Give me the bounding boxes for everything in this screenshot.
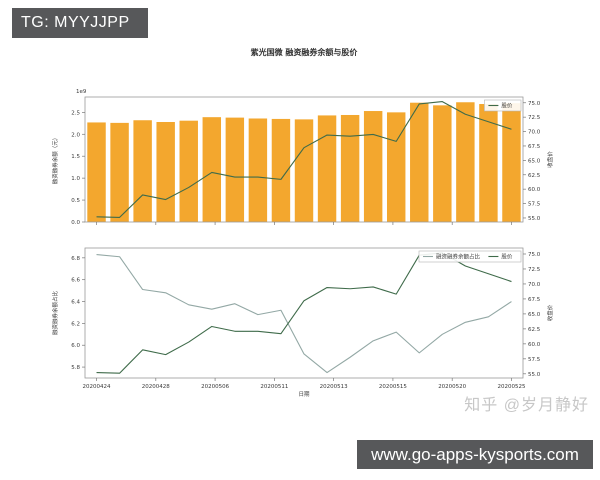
y-tick-label: 55.0 <box>528 372 541 378</box>
y-axis-right: 55.0 57.5 60.0 62.5 65.0 67.5 70.0 72.5 75.0 收盘价 <box>523 101 554 222</box>
y-tick-label: 67.5 <box>528 297 541 303</box>
telegram-banner: TG: MYYJJPP <box>12 8 148 38</box>
y-tick-label: 55.0 <box>528 216 541 222</box>
bar <box>363 111 383 222</box>
x-tick-label: 20200506 <box>201 384 229 390</box>
figure-title: 紫光国微 融资融券余额与股价 <box>250 48 358 57</box>
y-axis-left: 5.8 6.0 6.2 6.4 6.6 6.8 融资融券余额占比 <box>51 256 85 371</box>
x-tick-label: 20200525 <box>497 384 525 390</box>
y-axis-left: 0.0 0.5 1.0 1.5 2.0 2.5 1e9 融资融券余额（元） <box>51 89 87 226</box>
y-tick-label: 57.5 <box>528 357 541 363</box>
bar <box>271 118 291 222</box>
y-axis-label-left: 融资融券余额（元） <box>51 135 59 185</box>
x-tick-label: 20200428 <box>142 384 170 390</box>
bar <box>179 120 198 222</box>
y-tick-label: 60.0 <box>528 342 541 348</box>
y-axis-label-right: 收盘价 <box>546 304 554 321</box>
y-tick-label: 6.6 <box>71 278 80 284</box>
lines-group <box>96 252 512 374</box>
axis-offset-text: 1e9 <box>76 89 87 95</box>
y-tick-label: 72.5 <box>528 115 541 121</box>
bar <box>87 122 106 222</box>
y-tick-label: 70.0 <box>528 282 541 288</box>
x-tick-label: 20200520 <box>438 384 466 390</box>
top-chart: 0.0 0.5 1.0 1.5 2.0 2.5 1e9 融资融券余额（元） 55.0 57.5 60… <box>51 89 554 226</box>
series-line <box>96 254 512 374</box>
bar <box>479 104 498 222</box>
x-axis-label: 日期 <box>298 391 310 398</box>
bar <box>317 115 337 222</box>
y-tick-label: 67.5 <box>528 144 541 150</box>
bar <box>433 105 452 222</box>
x-tick-label: 20200515 <box>379 384 407 390</box>
bar <box>133 120 152 222</box>
bar <box>502 103 521 222</box>
y-tick-label: 6.8 <box>71 256 80 262</box>
bar <box>340 114 360 222</box>
y-axis-label-left: 融资融券余额占比 <box>51 291 59 336</box>
bar <box>202 117 222 222</box>
x-tick-label: 20200424 <box>83 384 111 390</box>
y-tick-label: 75.0 <box>528 252 541 258</box>
series-line <box>96 101 512 218</box>
y-tick-label: 0.0 <box>71 220 80 226</box>
bar <box>386 112 406 222</box>
bar <box>248 118 268 222</box>
y-tick-label: 0.5 <box>71 198 80 204</box>
y-tick-label: 62.5 <box>528 327 541 333</box>
legend-label: 融资融券余额占比 <box>436 253 481 261</box>
legend-label: 股价 <box>501 103 513 110</box>
lines-group <box>96 101 512 218</box>
bar <box>410 102 429 222</box>
bars-group <box>87 102 521 222</box>
axes-frame <box>84 247 524 379</box>
y-tick-label: 2.0 <box>71 132 80 138</box>
bar <box>456 102 475 222</box>
zhihu-watermark: 知乎 @岁月静好 <box>464 397 589 414</box>
y-tick-label: 6.4 <box>71 300 80 306</box>
y-tick-label: 6.0 <box>71 343 80 349</box>
y-tick-label: 57.5 <box>528 202 541 208</box>
bottom-chart: 5.8 6.0 6.2 6.4 6.6 6.8 融资融券余额占比 55.0 57.5 60.0 62… <box>51 247 554 398</box>
bar <box>225 117 245 222</box>
axes-frame <box>84 96 524 223</box>
y-tick-label: 75.0 <box>528 101 541 107</box>
y-tick-label: 65.0 <box>528 158 541 164</box>
y-tick-label: 5.8 <box>71 365 80 371</box>
site-url-banner: www.go-apps-kysports.com <box>357 440 593 469</box>
series-line <box>96 252 512 374</box>
y-tick-label: 60.0 <box>528 187 541 193</box>
legend: 融资融券余额占比 股价 <box>418 250 522 263</box>
y-tick-label: 1.5 <box>71 154 80 160</box>
y-tick-label: 2.5 <box>71 110 80 116</box>
x-axis: 20200424 20200428 20200506 20200511 20200513… <box>83 378 526 398</box>
y-tick-label: 1.0 <box>71 176 80 182</box>
legend: 股价 <box>484 99 522 112</box>
y-tick-label: 70.0 <box>528 130 541 136</box>
x-tick-label: 20200511 <box>260 384 288 390</box>
x-axis <box>96 222 512 225</box>
x-tick-label: 20200513 <box>320 384 348 390</box>
y-tick-label: 65.0 <box>528 312 541 318</box>
y-tick-label: 72.5 <box>528 267 541 273</box>
y-tick-label: 6.2 <box>71 321 80 327</box>
legend-label: 股价 <box>501 254 513 261</box>
bar <box>156 122 175 222</box>
y-axis-right: 55.0 57.5 60.0 62.5 65.0 67.5 70.0 72.5 75.0 收盘价 <box>523 252 554 378</box>
y-axis-label-right: 收盘价 <box>546 151 554 168</box>
bar <box>110 122 129 222</box>
y-tick-label: 62.5 <box>528 173 541 179</box>
bar <box>294 119 314 222</box>
